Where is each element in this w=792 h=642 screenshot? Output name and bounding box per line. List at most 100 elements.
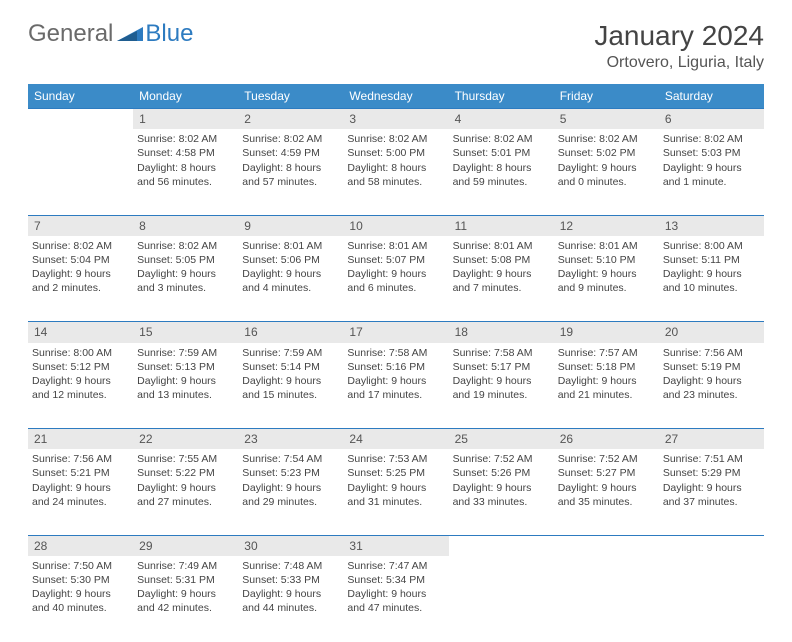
day-info-line: Sunrise: 8:02 AM xyxy=(663,132,760,146)
day-content-cell: Sunrise: 8:02 AMSunset: 5:04 PMDaylight:… xyxy=(28,236,133,322)
day-info-line: Sunrise: 8:02 AM xyxy=(137,132,234,146)
day-info-line: Daylight: 9 hours xyxy=(32,374,129,388)
day-info-line: Daylight: 9 hours xyxy=(558,267,655,281)
day-info-line: Sunrise: 8:02 AM xyxy=(558,132,655,146)
weekday-header: Monday xyxy=(133,84,238,109)
day-content-cell: Sunrise: 8:02 AMSunset: 5:00 PMDaylight:… xyxy=(343,129,448,215)
day-info-line: and 58 minutes. xyxy=(347,175,444,189)
day-info-line: Sunrise: 7:48 AM xyxy=(242,559,339,573)
day-info-line: Daylight: 8 hours xyxy=(453,161,550,175)
day-content-cell: Sunrise: 7:50 AMSunset: 5:30 PMDaylight:… xyxy=(28,556,133,642)
day-info-line: Sunset: 5:01 PM xyxy=(453,146,550,160)
weekday-header-row: Sunday Monday Tuesday Wednesday Thursday… xyxy=(28,84,764,109)
day-content-row: Sunrise: 7:50 AMSunset: 5:30 PMDaylight:… xyxy=(28,556,764,642)
day-number-cell: 23 xyxy=(238,429,343,450)
day-info-line: Daylight: 9 hours xyxy=(137,481,234,495)
day-number-cell: 9 xyxy=(238,215,343,236)
day-info-line: Sunset: 5:07 PM xyxy=(347,253,444,267)
day-content-cell: Sunrise: 7:58 AMSunset: 5:16 PMDaylight:… xyxy=(343,343,448,429)
day-content-cell: Sunrise: 8:02 AMSunset: 5:02 PMDaylight:… xyxy=(554,129,659,215)
day-info-line: Sunset: 5:29 PM xyxy=(663,466,760,480)
day-info-line: Sunset: 5:17 PM xyxy=(453,360,550,374)
day-info-line: Sunset: 4:58 PM xyxy=(137,146,234,160)
day-info-line: Sunrise: 8:01 AM xyxy=(558,239,655,253)
location: Ortovero, Liguria, Italy xyxy=(594,54,764,72)
day-info-line: Sunrise: 7:50 AM xyxy=(32,559,129,573)
day-content-cell: Sunrise: 8:02 AMSunset: 4:59 PMDaylight:… xyxy=(238,129,343,215)
day-info-line: and 9 minutes. xyxy=(558,281,655,295)
day-info-line: Daylight: 9 hours xyxy=(663,374,760,388)
day-number-cell: 30 xyxy=(238,535,343,556)
day-info-line: Daylight: 9 hours xyxy=(347,481,444,495)
day-info-line: and 1 minute. xyxy=(663,175,760,189)
day-info-line: and 2 minutes. xyxy=(32,281,129,295)
day-info-line: Sunset: 5:04 PM xyxy=(32,253,129,267)
day-content-cell: Sunrise: 8:01 AMSunset: 5:06 PMDaylight:… xyxy=(238,236,343,322)
day-info-line: Sunset: 5:02 PM xyxy=(558,146,655,160)
day-content-cell: Sunrise: 7:48 AMSunset: 5:33 PMDaylight:… xyxy=(238,556,343,642)
day-info-line: Daylight: 9 hours xyxy=(242,587,339,601)
day-content-cell: Sunrise: 7:56 AMSunset: 5:19 PMDaylight:… xyxy=(659,343,764,429)
weekday-header: Tuesday xyxy=(238,84,343,109)
day-info-line: and 21 minutes. xyxy=(558,388,655,402)
day-info-line: and 29 minutes. xyxy=(242,495,339,509)
day-number-cell: 7 xyxy=(28,215,133,236)
weekday-header: Wednesday xyxy=(343,84,448,109)
day-info-line: Sunset: 5:19 PM xyxy=(663,360,760,374)
day-info-line: Sunrise: 7:55 AM xyxy=(137,452,234,466)
day-info-line: Sunset: 5:23 PM xyxy=(242,466,339,480)
day-info-line: Sunrise: 7:56 AM xyxy=(32,452,129,466)
day-info-line: Sunset: 5:18 PM xyxy=(558,360,655,374)
day-info-line: Sunrise: 8:02 AM xyxy=(347,132,444,146)
day-number-cell: 15 xyxy=(133,322,238,343)
day-number-cell: 28 xyxy=(28,535,133,556)
day-info-line: Sunset: 5:34 PM xyxy=(347,573,444,587)
day-content-cell: Sunrise: 8:00 AMSunset: 5:12 PMDaylight:… xyxy=(28,343,133,429)
calendar-table: Sunday Monday Tuesday Wednesday Thursday… xyxy=(28,84,764,642)
day-number-cell: 8 xyxy=(133,215,238,236)
weekday-header: Thursday xyxy=(449,84,554,109)
day-number-cell: 10 xyxy=(343,215,448,236)
day-info-line: Sunset: 5:16 PM xyxy=(347,360,444,374)
weekday-header: Friday xyxy=(554,84,659,109)
day-info-line: Daylight: 8 hours xyxy=(137,161,234,175)
day-number-cell: 27 xyxy=(659,429,764,450)
day-info-line: Sunset: 5:27 PM xyxy=(558,466,655,480)
day-number-row: 123456 xyxy=(28,109,764,130)
day-number-row: 14151617181920 xyxy=(28,322,764,343)
day-info-line: Daylight: 9 hours xyxy=(242,267,339,281)
day-info-line: Sunset: 5:00 PM xyxy=(347,146,444,160)
day-info-line: and 12 minutes. xyxy=(32,388,129,402)
day-info-line: and 27 minutes. xyxy=(137,495,234,509)
day-number-cell: 31 xyxy=(343,535,448,556)
day-info-line: and 44 minutes. xyxy=(242,601,339,615)
day-content-cell: Sunrise: 8:02 AMSunset: 4:58 PMDaylight:… xyxy=(133,129,238,215)
day-info-line: Sunset: 5:22 PM xyxy=(137,466,234,480)
day-number-cell xyxy=(28,109,133,130)
day-info-line: and 6 minutes. xyxy=(347,281,444,295)
day-info-line: and 4 minutes. xyxy=(242,281,339,295)
day-info-line: Sunset: 5:33 PM xyxy=(242,573,339,587)
day-info-line: Sunset: 5:11 PM xyxy=(663,253,760,267)
day-content-cell: Sunrise: 7:56 AMSunset: 5:21 PMDaylight:… xyxy=(28,449,133,535)
logo-text-2: Blue xyxy=(145,20,193,47)
day-info-line: Sunrise: 7:59 AM xyxy=(242,346,339,360)
day-info-line: Sunrise: 7:52 AM xyxy=(558,452,655,466)
day-content-cell: Sunrise: 8:02 AMSunset: 5:03 PMDaylight:… xyxy=(659,129,764,215)
day-number-cell: 6 xyxy=(659,109,764,130)
day-info-line: Sunrise: 8:02 AM xyxy=(453,132,550,146)
day-info-line: and 7 minutes. xyxy=(453,281,550,295)
day-info-line: Sunrise: 7:59 AM xyxy=(137,346,234,360)
day-content-cell xyxy=(449,556,554,642)
day-number-cell: 22 xyxy=(133,429,238,450)
day-info-line: Sunrise: 8:02 AM xyxy=(32,239,129,253)
day-info-line: and 10 minutes. xyxy=(663,281,760,295)
day-content-cell: Sunrise: 8:01 AMSunset: 5:08 PMDaylight:… xyxy=(449,236,554,322)
day-info-line: Daylight: 9 hours xyxy=(242,374,339,388)
day-info-line: Daylight: 9 hours xyxy=(663,481,760,495)
day-content-cell: Sunrise: 8:02 AMSunset: 5:05 PMDaylight:… xyxy=(133,236,238,322)
day-content-cell: Sunrise: 8:01 AMSunset: 5:10 PMDaylight:… xyxy=(554,236,659,322)
day-content-cell xyxy=(659,556,764,642)
day-info-line: and 57 minutes. xyxy=(242,175,339,189)
day-info-line: and 40 minutes. xyxy=(32,601,129,615)
